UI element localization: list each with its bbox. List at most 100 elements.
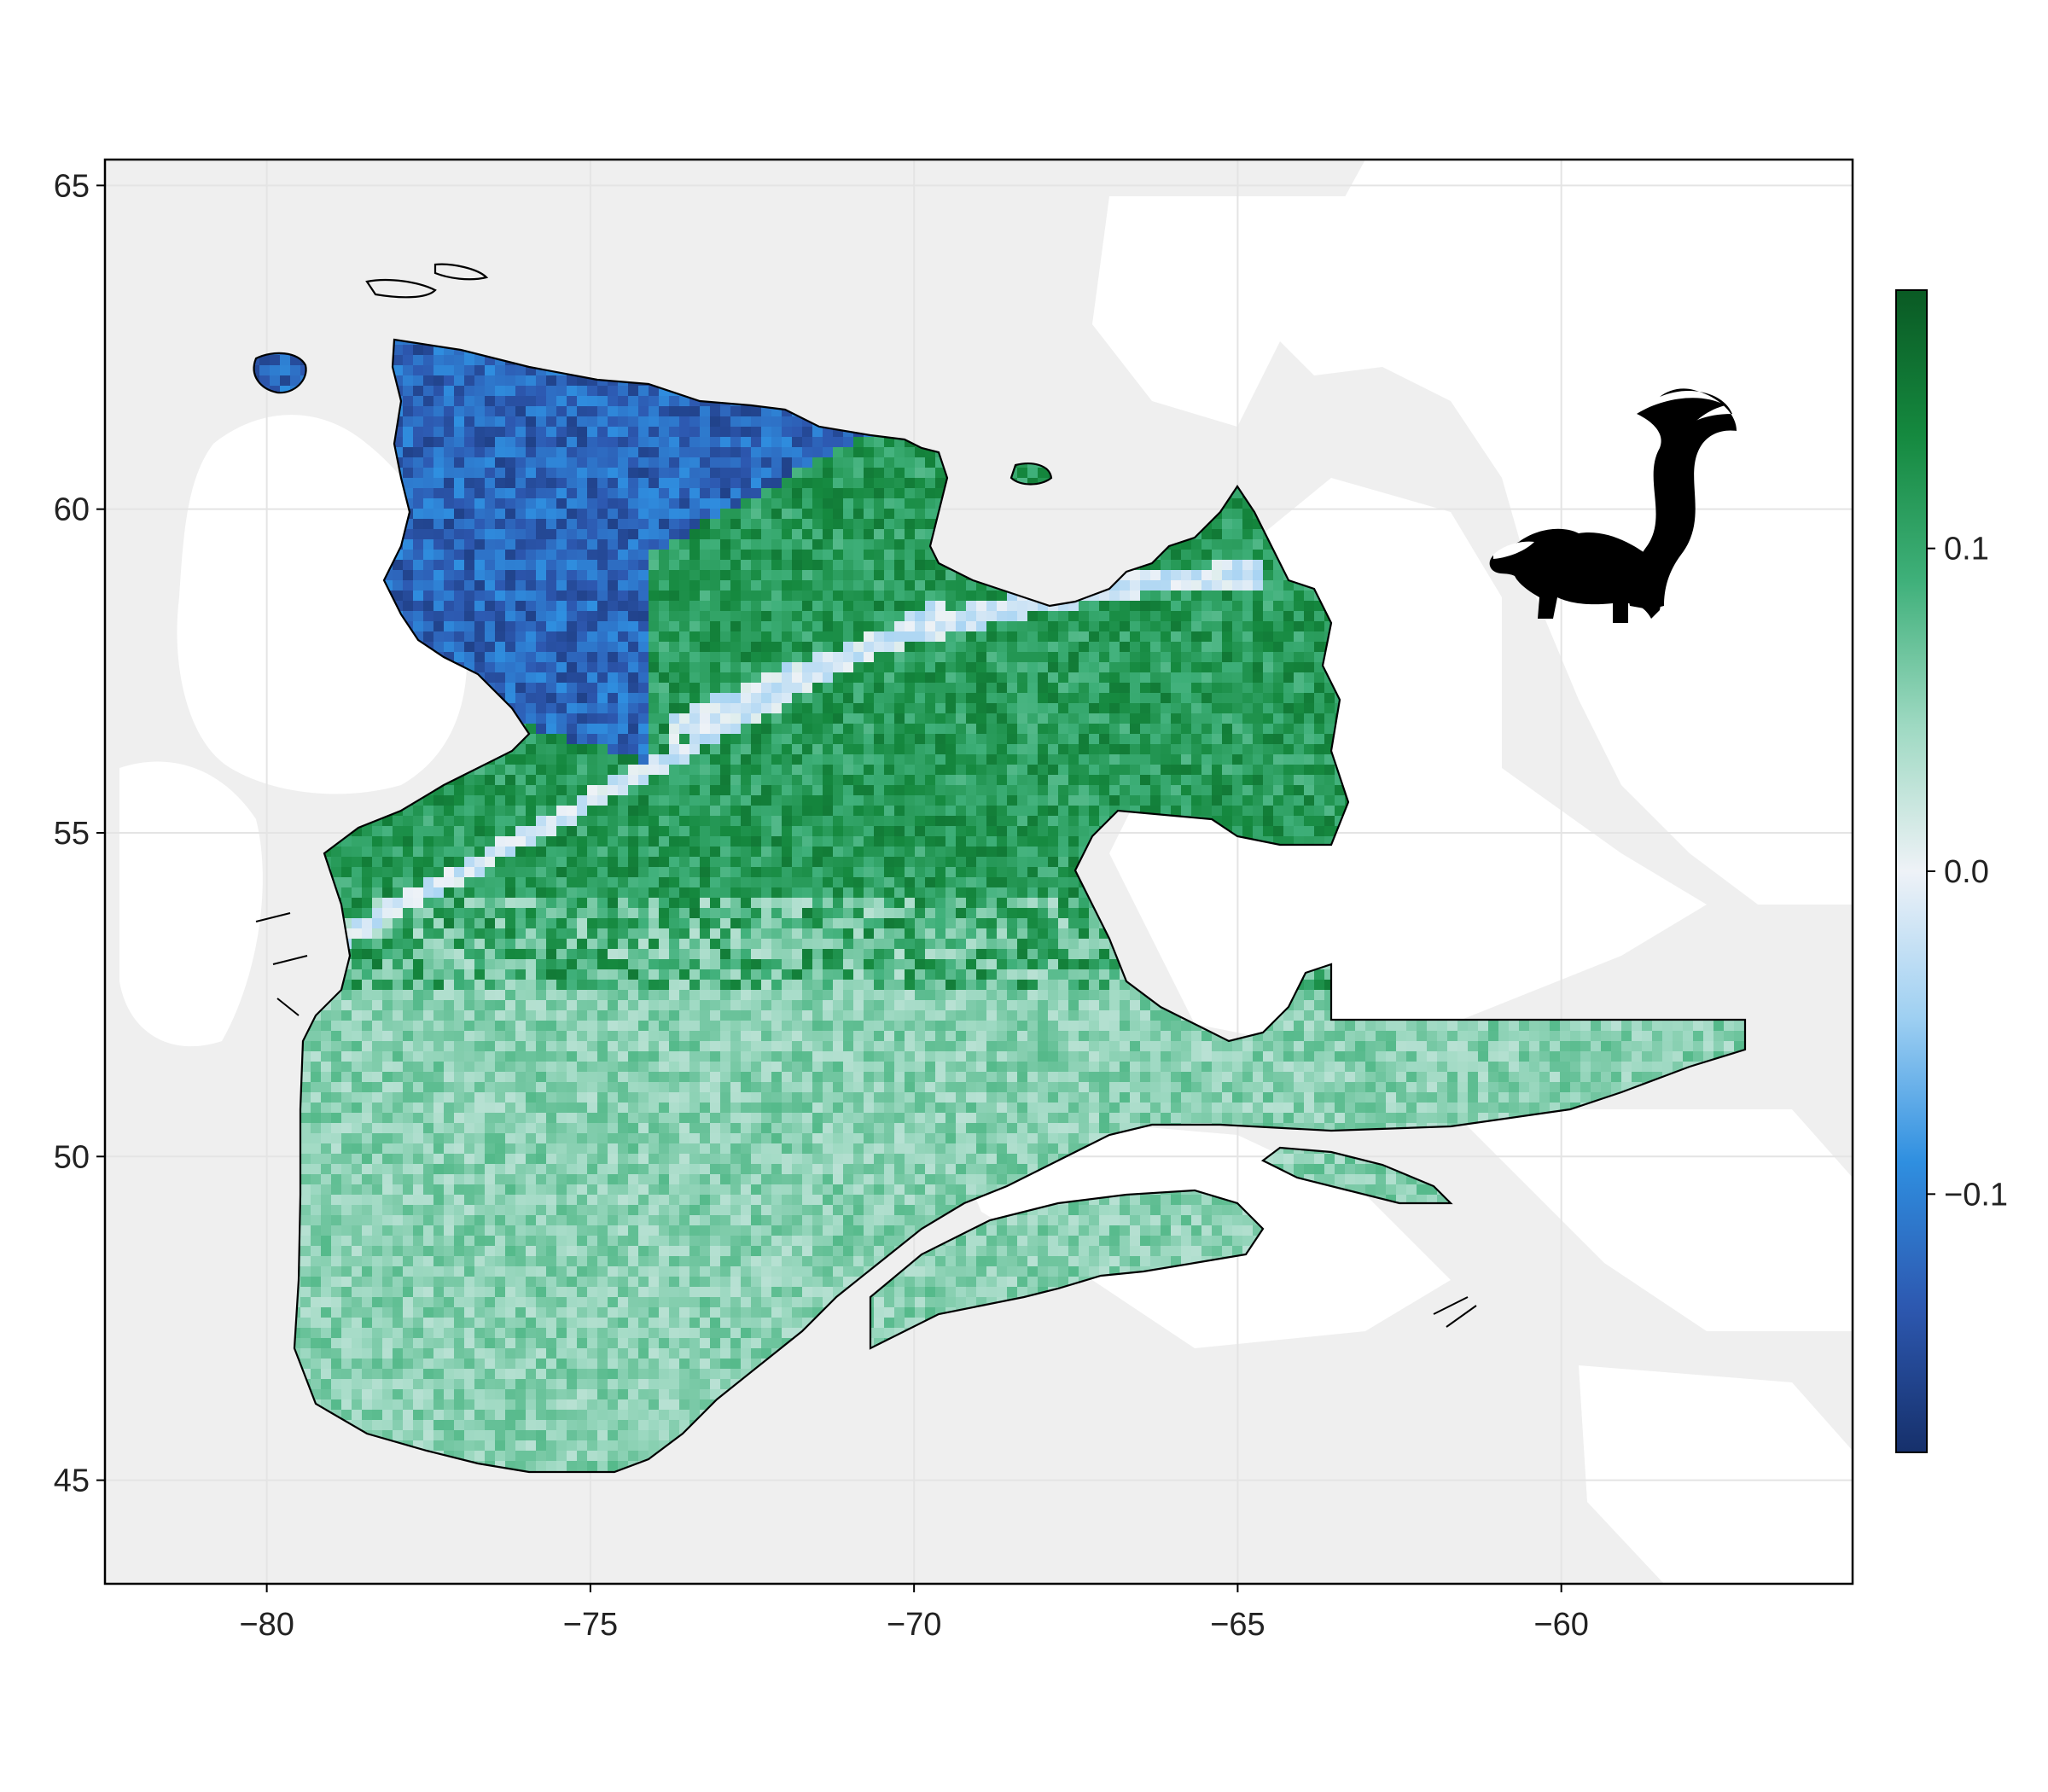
heatmap-cell [1150, 591, 1161, 601]
heatmap-cell [608, 386, 618, 396]
heatmap-cell [474, 355, 485, 365]
heatmap-cell [1253, 621, 1263, 631]
heatmap-cell [833, 437, 843, 447]
heatmap-cell [823, 468, 833, 478]
heatmap-cell [526, 406, 536, 416]
heatmap-cell [812, 601, 823, 611]
heatmap-cell [710, 447, 720, 457]
heatmap-cell [751, 488, 761, 498]
heatmap-cell [1048, 621, 1058, 631]
heatmap-cell [905, 652, 915, 662]
heatmap-cell [280, 375, 290, 386]
heatmap-cell [761, 519, 771, 529]
heatmap-cell [1283, 642, 1294, 652]
heatmap-cell [761, 488, 771, 498]
heatmap-cell [1171, 611, 1181, 621]
heatmap-cell [751, 652, 761, 662]
heatmap-cell [618, 396, 628, 406]
heatmap-cell [966, 621, 976, 631]
heatmap-cell [474, 570, 485, 580]
heatmap-cell [864, 529, 874, 539]
heatmap-cell [413, 621, 423, 631]
heatmap-cell [679, 631, 689, 642]
heatmap-cell [505, 591, 515, 601]
heatmap-cell [833, 631, 843, 642]
heatmap-cell [628, 437, 638, 447]
heatmap-cell [526, 375, 536, 386]
heatmap-cell [710, 406, 720, 416]
heatmap-cell [1314, 642, 1324, 652]
heatmap-cell [608, 519, 618, 529]
heatmap-cell [689, 631, 700, 642]
heatmap-cell [464, 386, 474, 396]
heatmap-cell [485, 447, 495, 457]
heatmap-cell [1242, 570, 1253, 580]
heatmap-cell [935, 570, 945, 580]
heatmap-cell [894, 478, 905, 488]
heatmap-cell [526, 386, 536, 396]
heatmap-cell [761, 457, 771, 468]
heatmap-cell [1232, 509, 1242, 519]
heatmap-cell [526, 509, 536, 519]
heatmap-cell [556, 550, 567, 560]
heatmap-cell [812, 550, 823, 560]
heatmap-cell [433, 601, 444, 611]
heatmap-cell [556, 591, 567, 601]
heatmap-cell [915, 560, 925, 570]
heatmap-cell [259, 375, 270, 386]
heatmap-cell [608, 570, 618, 580]
heatmap-cell [1191, 560, 1201, 570]
heatmap-cell [689, 509, 700, 519]
heatmap-cell [1283, 601, 1294, 611]
heatmap-cell [679, 457, 689, 468]
heatmap-cell [761, 498, 771, 509]
heatmap-cell [1058, 621, 1068, 631]
heatmap-cell [649, 529, 659, 539]
heatmap-cell [905, 519, 915, 529]
heatmap-cell [505, 662, 515, 672]
heatmap-cell [403, 447, 413, 457]
heatmap-cell [403, 560, 413, 570]
heatmap-cell [1130, 570, 1140, 580]
heatmap-cell [700, 437, 710, 447]
heatmap-cell [433, 611, 444, 621]
heatmap-cell [741, 539, 751, 550]
heatmap-cell [782, 488, 792, 498]
heatmap-cell [853, 601, 864, 611]
heatmap-cell [546, 662, 556, 672]
heatmap-cell [874, 437, 884, 447]
heatmap-cell [689, 416, 700, 427]
heatmap-cell [515, 396, 526, 406]
heatmap-cell [833, 652, 843, 662]
heatmap-cell [495, 396, 505, 406]
heatmap-cell [823, 621, 833, 631]
heatmap-cell [915, 457, 925, 468]
heatmap-cell [669, 631, 679, 642]
heatmap-cell [505, 519, 515, 529]
heatmap-cell [792, 539, 802, 550]
heatmap-cell [628, 406, 638, 416]
heatmap-cell [659, 631, 669, 642]
heatmap-cell [413, 427, 423, 437]
heatmap-cell [812, 631, 823, 642]
heatmap-cell [812, 529, 823, 539]
heatmap-cell [833, 498, 843, 509]
heatmap-cell [833, 519, 843, 529]
heatmap-cell [1068, 652, 1079, 662]
heatmap-cell [546, 447, 556, 457]
heatmap-cell [935, 652, 945, 662]
heatmap-cell [454, 601, 464, 611]
heatmap-cell [751, 580, 761, 591]
heatmap-cell [393, 591, 403, 601]
heatmap-cell [444, 427, 454, 437]
heatmap-cell [618, 611, 628, 621]
heatmap-cell [1263, 611, 1273, 621]
heatmap-cell [454, 652, 464, 662]
heatmap-cell [587, 642, 597, 652]
heatmap-cell [720, 662, 730, 672]
heatmap-cell [1038, 652, 1048, 662]
heatmap-cell [597, 427, 608, 437]
heatmap-cell [925, 457, 935, 468]
heatmap-cell [1304, 652, 1314, 662]
heatmap-cell [413, 560, 423, 570]
